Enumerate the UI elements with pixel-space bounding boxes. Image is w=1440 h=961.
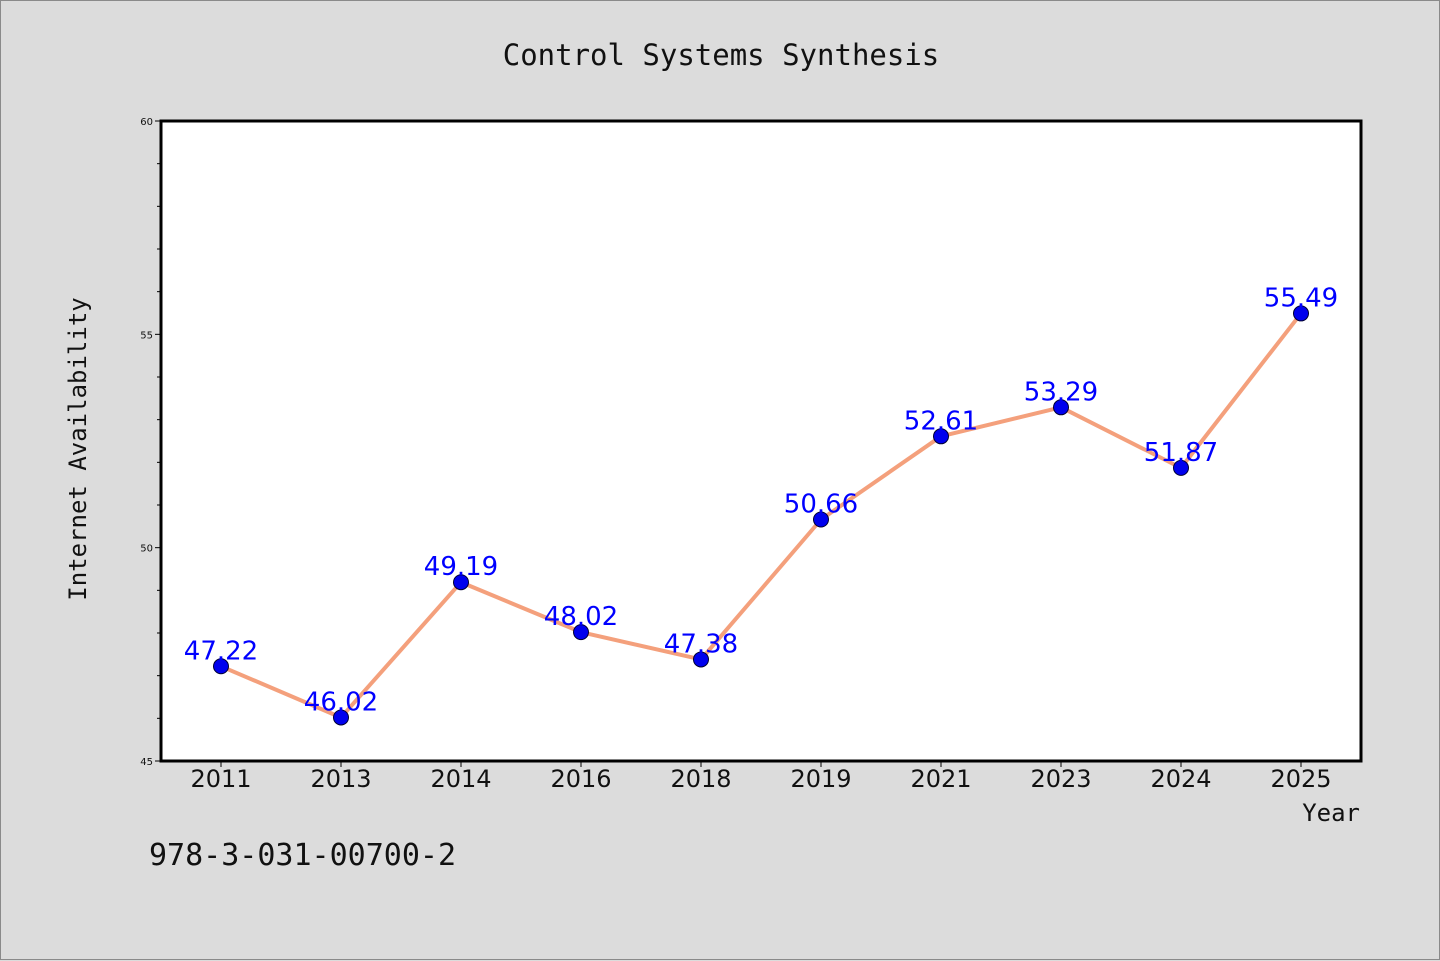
x-tick-label: 2021: [910, 765, 971, 793]
x-tick-label: 2018: [670, 765, 731, 793]
y-tick-label: 55: [140, 330, 153, 341]
y-tick-label: 50: [140, 544, 153, 555]
data-label: 52.61: [904, 406, 978, 436]
data-label: 49.19: [424, 552, 498, 582]
data-label: 51.87: [1144, 438, 1218, 468]
data-point: [1053, 399, 1069, 416]
y-tick-label: 60: [140, 117, 153, 128]
x-tick-label: 2014: [430, 765, 491, 793]
data-point: [693, 651, 709, 668]
data-label: 47.22: [184, 636, 258, 666]
y-axis-title: Internet Availability: [64, 297, 92, 600]
x-tick-label: 2025: [1270, 765, 1331, 793]
chart-title: Control Systems Synthesis: [503, 38, 940, 72]
x-tick-label: 2024: [1150, 765, 1211, 793]
data-point: [333, 709, 349, 726]
x-axis-title: Year: [1302, 799, 1360, 827]
plot-border: [159, 119, 1363, 763]
data-point: [933, 428, 949, 445]
data-label: 47.38: [664, 629, 738, 659]
isbn-text: 978-3-031-00700-2: [149, 838, 456, 873]
series-layer: 47.22 46.02 49.19 48.02 47.38 50.66 52.61 53.29…: [184, 283, 1338, 726]
data-point: [213, 658, 229, 675]
data-point: [1293, 305, 1309, 322]
data-point: [1173, 459, 1189, 476]
data-label: 53.29: [1024, 377, 1098, 407]
data-label: 50.66: [784, 490, 858, 520]
x-axis: 2011 2013 2014 2016 2018 2019 2021 2023 2024 2025: [190, 761, 1332, 793]
plot-area: [161, 121, 1361, 761]
series-line: [220, 312, 1303, 720]
x-tick-label: 2023: [1030, 765, 1091, 793]
data-point: [453, 574, 469, 591]
data-label: 55.49: [1264, 283, 1338, 313]
y-tick-label: 45: [140, 757, 153, 768]
y-axis: 45 50 55 60: [140, 117, 161, 768]
data-point: [813, 511, 829, 528]
x-tick-label: 2013: [310, 765, 371, 793]
x-tick-label: 2016: [550, 765, 611, 793]
data-label: 48.02: [544, 602, 618, 632]
x-tick-label: 2011: [190, 765, 251, 793]
x-tick-label: 2019: [790, 765, 851, 793]
data-point: [573, 624, 589, 641]
data-label: 46.02: [304, 687, 378, 717]
